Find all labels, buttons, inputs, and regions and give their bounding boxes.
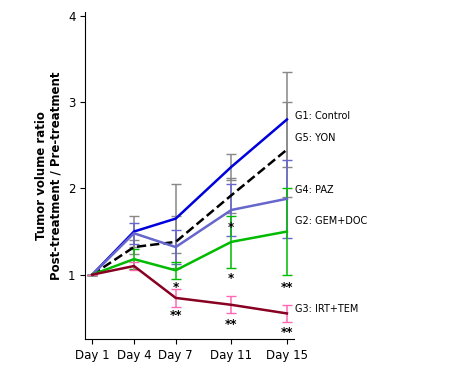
Text: *: * bbox=[228, 221, 235, 234]
Text: *: * bbox=[228, 272, 235, 285]
Text: **: ** bbox=[281, 281, 293, 294]
Text: G2: GEM+DOC: G2: GEM+DOC bbox=[295, 216, 367, 226]
Text: **: ** bbox=[281, 326, 293, 339]
Text: G5: YON: G5: YON bbox=[295, 133, 336, 144]
Text: G1: Control: G1: Control bbox=[295, 111, 350, 121]
Text: G4: PAZ: G4: PAZ bbox=[295, 185, 334, 195]
Y-axis label: Tumor volume ratio
Post-treatment / Pre-treatment: Tumor volume ratio Post-treatment / Pre-… bbox=[35, 71, 63, 280]
Text: G3: IRT+TEM: G3: IRT+TEM bbox=[295, 304, 359, 314]
Text: *: * bbox=[173, 281, 179, 294]
Text: **: ** bbox=[225, 318, 237, 331]
Text: **: ** bbox=[169, 309, 182, 322]
